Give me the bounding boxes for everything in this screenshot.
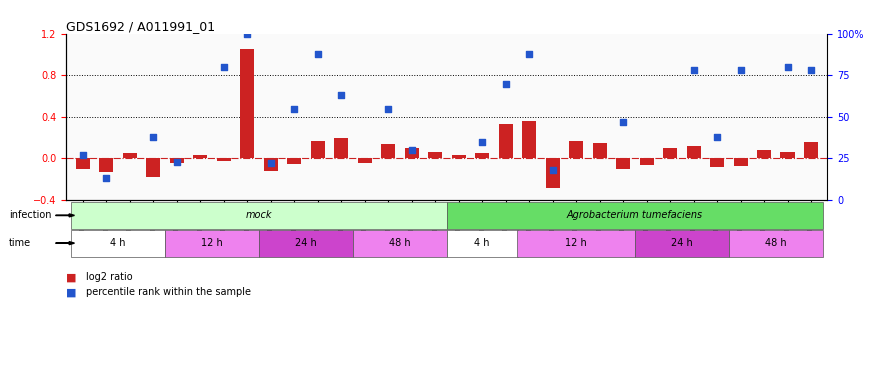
Point <box>217 64 231 70</box>
Text: time: time <box>9 238 31 248</box>
Bar <box>404 148 419 158</box>
Bar <box>264 158 278 171</box>
Text: 12 h: 12 h <box>201 238 223 248</box>
Bar <box>616 158 630 169</box>
Bar <box>335 138 349 158</box>
Bar <box>288 158 301 164</box>
Bar <box>311 141 325 158</box>
Bar <box>76 158 90 169</box>
Text: 24 h: 24 h <box>671 238 693 248</box>
Text: 4 h: 4 h <box>474 238 490 248</box>
Bar <box>498 124 512 158</box>
Point <box>99 176 113 181</box>
Point <box>687 68 701 74</box>
Point <box>240 31 254 37</box>
Bar <box>193 155 207 158</box>
Text: infection: infection <box>9 210 51 220</box>
Bar <box>569 141 583 158</box>
Point <box>475 139 489 145</box>
Text: 4 h: 4 h <box>111 238 126 248</box>
Bar <box>640 158 654 165</box>
Bar <box>217 158 231 160</box>
Bar <box>240 50 254 158</box>
Point <box>710 134 724 140</box>
Point <box>804 68 818 74</box>
Point <box>616 119 630 125</box>
Point <box>76 152 90 158</box>
Bar <box>545 158 559 188</box>
Point <box>287 106 301 112</box>
Point <box>498 81 512 87</box>
Bar <box>710 158 724 167</box>
Bar <box>170 158 184 163</box>
Bar <box>146 158 160 177</box>
Bar <box>734 158 748 166</box>
Point <box>404 147 419 153</box>
Point <box>781 64 795 70</box>
Point <box>335 92 349 98</box>
Point <box>545 167 559 173</box>
Bar <box>99 158 113 172</box>
Point <box>381 106 396 112</box>
Bar <box>381 144 396 158</box>
Bar <box>663 148 677 158</box>
Bar <box>522 121 536 158</box>
Bar <box>358 158 372 163</box>
Text: ■: ■ <box>66 272 77 282</box>
Text: Agrobacterium tumefaciens: Agrobacterium tumefaciens <box>566 210 703 220</box>
Bar <box>123 153 137 158</box>
Text: ■: ■ <box>66 287 77 297</box>
Point <box>734 68 748 74</box>
Text: mock: mock <box>246 210 273 220</box>
Bar <box>593 143 606 158</box>
Bar <box>475 153 489 158</box>
Point <box>311 51 325 57</box>
Point <box>264 160 278 166</box>
Text: GDS1692 / A011991_01: GDS1692 / A011991_01 <box>66 20 216 33</box>
Text: log2 ratio: log2 ratio <box>86 272 133 282</box>
Text: percentile rank within the sample: percentile rank within the sample <box>86 287 250 297</box>
Text: 48 h: 48 h <box>765 238 787 248</box>
Point <box>522 51 536 57</box>
Bar <box>428 152 442 158</box>
Bar <box>804 142 818 158</box>
Bar <box>757 150 771 158</box>
Bar <box>687 146 701 158</box>
Text: 24 h: 24 h <box>295 238 317 248</box>
Text: 48 h: 48 h <box>389 238 411 248</box>
Bar <box>781 152 795 158</box>
Bar <box>451 155 466 158</box>
Text: 12 h: 12 h <box>566 238 587 248</box>
Point <box>170 159 184 165</box>
Point <box>146 134 160 140</box>
